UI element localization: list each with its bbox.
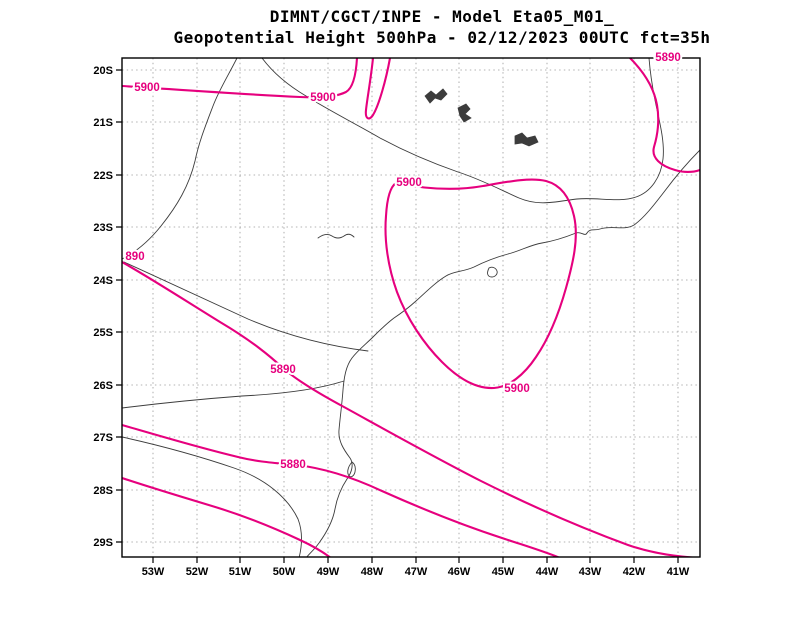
lon-tick-label: 41W [667, 566, 690, 578]
tiete-river [317, 233, 355, 239]
plot-frame [121, 57, 701, 558]
lon-tick-label: 42W [623, 566, 646, 578]
map-title-line1: DIMNT/CGCT/INPE - Model Eta05_M01_ [270, 7, 615, 26]
lon-tick-label: 47W [405, 566, 428, 578]
florianopolis-island [347, 461, 356, 478]
contour-5890-top-right [628, 58, 700, 173]
lat-tick-label: 25S [93, 327, 113, 339]
state-border-mg [261, 58, 664, 204]
map-base [122, 58, 700, 557]
lat-tick-label: 22S [93, 170, 113, 182]
lon-tick-label: 51W [229, 566, 252, 578]
height-contours [122, 58, 700, 557]
lat-tick-label: 24S [93, 275, 113, 287]
contour-label-5890: 5890 [655, 52, 681, 64]
contour-label-5900: 5900 [134, 82, 160, 94]
contour-label-5890-clipped: 890 [125, 251, 144, 263]
gridlines-horizontal [122, 69, 700, 543]
contour-label-5890: 5890 [270, 364, 296, 376]
contour-label-5900: 5900 [396, 177, 422, 189]
lon-tick-label: 53W [142, 566, 165, 578]
contour-label-5880: 5880 [280, 459, 306, 471]
bottom-axis-ticks [152, 557, 679, 563]
lon-tick-label: 48W [361, 566, 384, 578]
left-axis-ticks [116, 69, 122, 543]
reservoir-furnas [424, 88, 448, 104]
lat-tick-label: 27S [93, 432, 113, 444]
paranapanema-border [123, 261, 369, 352]
lon-tick-label: 50W [273, 566, 296, 578]
contour-label-5900: 5900 [310, 92, 336, 104]
contour-label-5900: 5900 [504, 383, 530, 395]
reservoir-blob-3 [514, 132, 539, 147]
longitude-axis-labels: 53W 52W 51W 50W 49W 48W 47W 46W 45W 44W … [142, 566, 690, 578]
lat-tick-label: 26S [93, 380, 113, 392]
lon-tick-label: 46W [448, 566, 471, 578]
graticule-grid [122, 58, 700, 557]
lon-tick-label: 44W [536, 566, 559, 578]
contour-5890-diagonal [122, 260, 700, 557]
contour-5900-closed-loop [384, 178, 577, 390]
contour-5900-top-left [122, 58, 359, 99]
gridlines-vertical [152, 58, 679, 557]
ilhabela-island [487, 266, 498, 278]
lat-tick-label: 28S [93, 485, 113, 497]
lon-tick-label: 43W [579, 566, 602, 578]
latitude-axis-labels: 20S 21S 22S 23S 24S 25S 26S 27S 28S 29S [93, 65, 113, 549]
contour-lower-left [122, 476, 332, 557]
lat-tick-label: 20S [93, 65, 113, 77]
lat-tick-label: 29S [93, 537, 113, 549]
lon-tick-label: 52W [186, 566, 209, 578]
axis-tickmarks [116, 69, 679, 563]
contour-5880 [122, 423, 561, 557]
contour-value-labels: 5900 5900 5900 5900 890 5890 5880 5890 [123, 50, 682, 473]
lon-tick-label: 45W [492, 566, 515, 578]
pr-sc-border [122, 380, 345, 409]
lon-tick-label: 49W [317, 566, 340, 578]
map-title-line2: Geopotential Height 500hPa - 02/12/2023 … [173, 28, 710, 47]
lat-tick-label: 21S [93, 117, 113, 129]
coastline [306, 149, 700, 557]
reservoir-blob-2 [457, 103, 472, 123]
lat-tick-label: 23S [93, 222, 113, 234]
sc-rs-border [122, 436, 302, 557]
contour-5900-top-hook [364, 58, 392, 120]
